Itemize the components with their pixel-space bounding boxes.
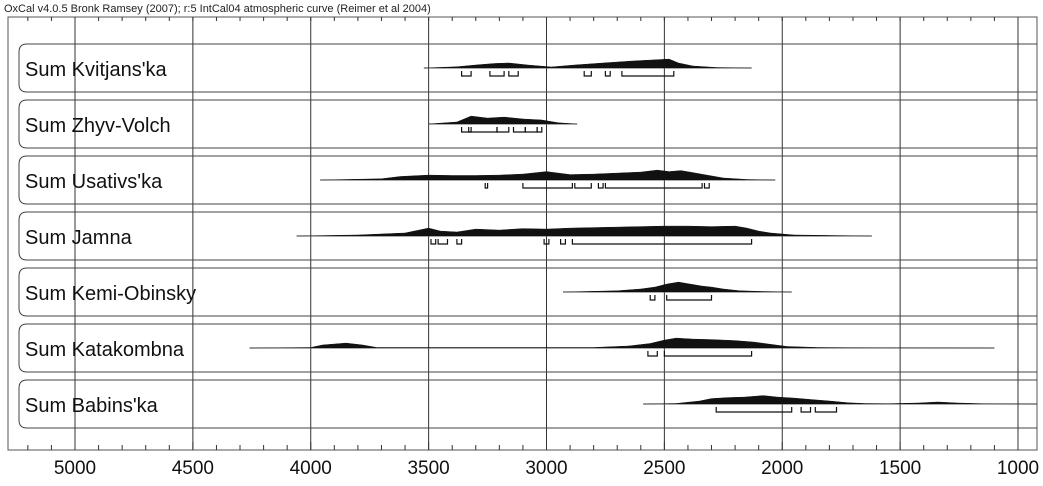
range-bracket xyxy=(522,183,573,189)
row-box xyxy=(18,155,1037,205)
range-bracket xyxy=(496,127,510,133)
row-label: Sum Kemi-Obinsky xyxy=(25,283,196,305)
range-bracket xyxy=(814,407,838,413)
range-bracket xyxy=(543,239,550,245)
range-bracket xyxy=(437,239,449,245)
range-bracket xyxy=(489,71,505,77)
range-bracket xyxy=(715,407,793,413)
range-bracket xyxy=(461,71,472,77)
row-7: Sum Babins'ka xyxy=(18,379,1037,429)
x-tick-label: 1000 xyxy=(997,458,1039,479)
row-2: Sum Zhyv-Volch xyxy=(18,99,1037,149)
row-1: Sum Kvitjans'ka xyxy=(18,43,1037,93)
x-tick-label: 3000 xyxy=(525,458,567,479)
row-4: Sum Jamna xyxy=(18,211,1037,261)
x-axis: 5000 4500 4000 3500 3000 2500 2000 1500 1000 xyxy=(27,17,1039,479)
range-bracket xyxy=(508,71,519,77)
x-tick-label: 2500 xyxy=(643,458,685,479)
distribution-area xyxy=(643,395,1037,405)
distribution-area xyxy=(562,281,792,293)
range-bracket xyxy=(604,183,703,189)
range-bracket xyxy=(571,239,753,245)
row-6: Sum Katakombna xyxy=(18,323,1037,373)
range-bracket xyxy=(663,351,753,357)
row-5: Sum Kemi-Obinsky xyxy=(18,267,1037,317)
row-label: Sum Babins'ka xyxy=(25,395,159,417)
range-bracket xyxy=(560,239,566,245)
range-bracket xyxy=(621,71,675,77)
row-3: Sum Usativs'ka xyxy=(18,155,1037,205)
range-bracket xyxy=(536,127,543,133)
range-bracket xyxy=(666,295,713,301)
range-bracket xyxy=(484,183,489,189)
x-tick-label: 2000 xyxy=(761,458,803,479)
range-bracket xyxy=(461,127,472,133)
row-box xyxy=(18,379,1037,429)
range-bracket xyxy=(703,183,710,189)
x-tick-label: 1500 xyxy=(879,458,921,479)
row-label: Sum Jamna xyxy=(25,227,133,249)
range-bracket xyxy=(649,295,656,301)
x-tick-label: 5000 xyxy=(54,458,96,479)
row-box xyxy=(18,267,1037,317)
range-bracket xyxy=(597,183,604,189)
range-bracket xyxy=(583,71,592,77)
row-box xyxy=(18,323,1037,373)
row-label: Sum Katakombna xyxy=(25,339,185,361)
row-box xyxy=(18,43,1037,93)
distribution-area xyxy=(423,58,752,69)
range-bracket xyxy=(574,183,592,189)
row-box xyxy=(18,211,1037,261)
range-bracket xyxy=(647,351,658,357)
range-bracket xyxy=(456,239,463,245)
row-box xyxy=(18,99,1037,149)
row-label: Sum Zhyv-Volch xyxy=(25,115,171,137)
distribution-area xyxy=(428,115,578,125)
range-bracket xyxy=(430,239,437,245)
distribution-area xyxy=(249,337,995,349)
distribution-area xyxy=(296,225,872,237)
x-tick-label: 4000 xyxy=(290,458,332,479)
rows: Sum Kvitjans'ka Sum Zhyv-Volch Sum Usativs… xyxy=(18,43,1037,429)
range-bracket xyxy=(604,71,611,77)
range-bracket xyxy=(800,407,812,413)
distribution-area xyxy=(320,169,776,181)
x-tick-label: 3500 xyxy=(407,458,449,479)
row-label: Sum Kvitjans'ka xyxy=(25,59,168,81)
chart-title: OxCal v4.0.5 Bronk Ramsey (2007); r:5 In… xyxy=(4,3,431,15)
row-label: Sum Usativs'ka xyxy=(25,171,163,193)
x-tick-label: 4500 xyxy=(172,458,214,479)
